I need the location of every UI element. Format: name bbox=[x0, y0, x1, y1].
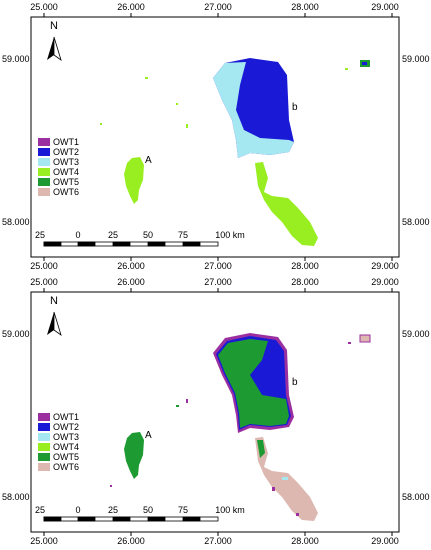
legend-swatch bbox=[38, 168, 50, 176]
legend: OWT1 OWT2 OWT3 OWT4 OWT5 OWT6 bbox=[38, 137, 79, 197]
lon-tick-top: 27.000 bbox=[204, 2, 232, 12]
lon-tick-top: 28.000 bbox=[291, 2, 319, 12]
legend-swatch bbox=[38, 148, 50, 156]
legend: OWT1 OWT2 OWT3 OWT4 OWT5 OWT6 bbox=[38, 412, 79, 472]
legend-item: OWT1 bbox=[38, 137, 79, 147]
lon-tick-bottom: 27.000 bbox=[204, 261, 232, 271]
lon-tick-top: 25.000 bbox=[30, 277, 58, 287]
legend-item: OWT6 bbox=[38, 187, 79, 197]
map-frame-bottom bbox=[30, 288, 400, 536]
scale-bar bbox=[43, 241, 219, 247]
lake-label-b: b bbox=[292, 377, 298, 388]
lon-tick-top: 26.000 bbox=[117, 2, 145, 12]
lake-south-shape bbox=[255, 162, 318, 246]
lat-tick-left: 59.000 bbox=[2, 54, 30, 64]
lat-tick-left: 58.000 bbox=[2, 492, 30, 502]
lake-a-shape bbox=[124, 157, 144, 204]
legend-item: OWT5 bbox=[38, 177, 79, 187]
map-frame-top bbox=[30, 13, 400, 261]
lon-tick-bottom: 25.000 bbox=[30, 261, 58, 271]
legend-item: OWT6 bbox=[38, 462, 79, 472]
lon-tick-bottom: 27.000 bbox=[204, 536, 232, 546]
lon-tick-bottom: 29.000 bbox=[371, 261, 399, 271]
legend-swatch bbox=[38, 138, 50, 146]
legend-swatch bbox=[38, 433, 50, 441]
legend-item: OWT5 bbox=[38, 452, 79, 462]
lon-tick-bottom: 29.000 bbox=[371, 536, 399, 546]
lake-label-a: A bbox=[145, 430, 152, 441]
lat-tick-left: 59.000 bbox=[2, 329, 30, 339]
legend-swatch bbox=[38, 158, 50, 166]
legend-item: OWT2 bbox=[38, 147, 79, 157]
lon-tick-top: 26.000 bbox=[117, 277, 145, 287]
lon-tick-top: 29.000 bbox=[371, 2, 399, 12]
north-label: N bbox=[50, 20, 58, 32]
lon-tick-top: 27.000 bbox=[204, 277, 232, 287]
legend-swatch bbox=[38, 413, 50, 421]
legend-swatch bbox=[38, 178, 50, 186]
lat-tick-right: 59.000 bbox=[402, 329, 430, 339]
lat-tick-right: 58.000 bbox=[402, 217, 430, 227]
legend-item: OWT3 bbox=[38, 157, 79, 167]
lat-tick-right: 58.000 bbox=[402, 492, 430, 502]
lon-tick-top: 28.000 bbox=[291, 277, 319, 287]
north-arrow-icon bbox=[47, 36, 62, 62]
legend-swatch bbox=[38, 443, 50, 451]
legend-item: OWT4 bbox=[38, 167, 79, 177]
lake-label-a: A bbox=[145, 155, 152, 166]
lon-tick-bottom: 26.000 bbox=[117, 536, 145, 546]
legend-swatch bbox=[38, 423, 50, 431]
legend-swatch bbox=[38, 188, 50, 196]
lat-tick-left: 58.000 bbox=[2, 217, 30, 227]
map-panel-top: 25.000 26.000 27.000 28.000 29.000 25.00… bbox=[2, 2, 430, 271]
lat-tick-right: 59.000 bbox=[402, 54, 430, 64]
legend-item: OWT1 bbox=[38, 412, 79, 422]
north-arrow-icon bbox=[47, 311, 62, 337]
legend-item: OWT2 bbox=[38, 422, 79, 432]
lon-tick-bottom: 28.000 bbox=[291, 261, 319, 271]
north-label: N bbox=[50, 295, 58, 307]
lon-tick-bottom: 25.000 bbox=[30, 536, 58, 546]
legend-item: OWT4 bbox=[38, 442, 79, 452]
lon-tick-top: 29.000 bbox=[371, 277, 399, 287]
legend-item: OWT3 bbox=[38, 432, 79, 442]
lake-label-b: b bbox=[292, 102, 298, 113]
lake-a-shape bbox=[124, 432, 144, 479]
legend-swatch bbox=[38, 453, 50, 461]
legend-swatch bbox=[38, 463, 50, 471]
map-panel-bottom: 25.000 26.000 27.000 28.000 29.000 25.00… bbox=[0, 275, 431, 550]
lon-tick-top: 25.000 bbox=[30, 2, 58, 12]
lon-tick-bottom: 28.000 bbox=[291, 536, 319, 546]
lon-tick-bottom: 26.000 bbox=[117, 261, 145, 271]
scale-bar bbox=[43, 516, 219, 522]
